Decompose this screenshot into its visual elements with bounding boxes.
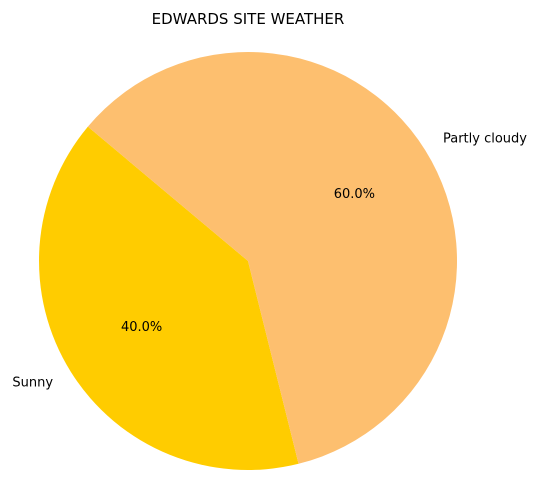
slice-percent-label: 60.0%: [334, 187, 375, 202]
chart-title: EDWARDS SITE WEATHER: [152, 10, 345, 28]
pie-slices: [39, 52, 457, 470]
slice-label: Sunny: [12, 375, 53, 390]
slice-label: Partly cloudy: [443, 132, 527, 147]
slice-percent-label: 40.0%: [121, 320, 162, 335]
